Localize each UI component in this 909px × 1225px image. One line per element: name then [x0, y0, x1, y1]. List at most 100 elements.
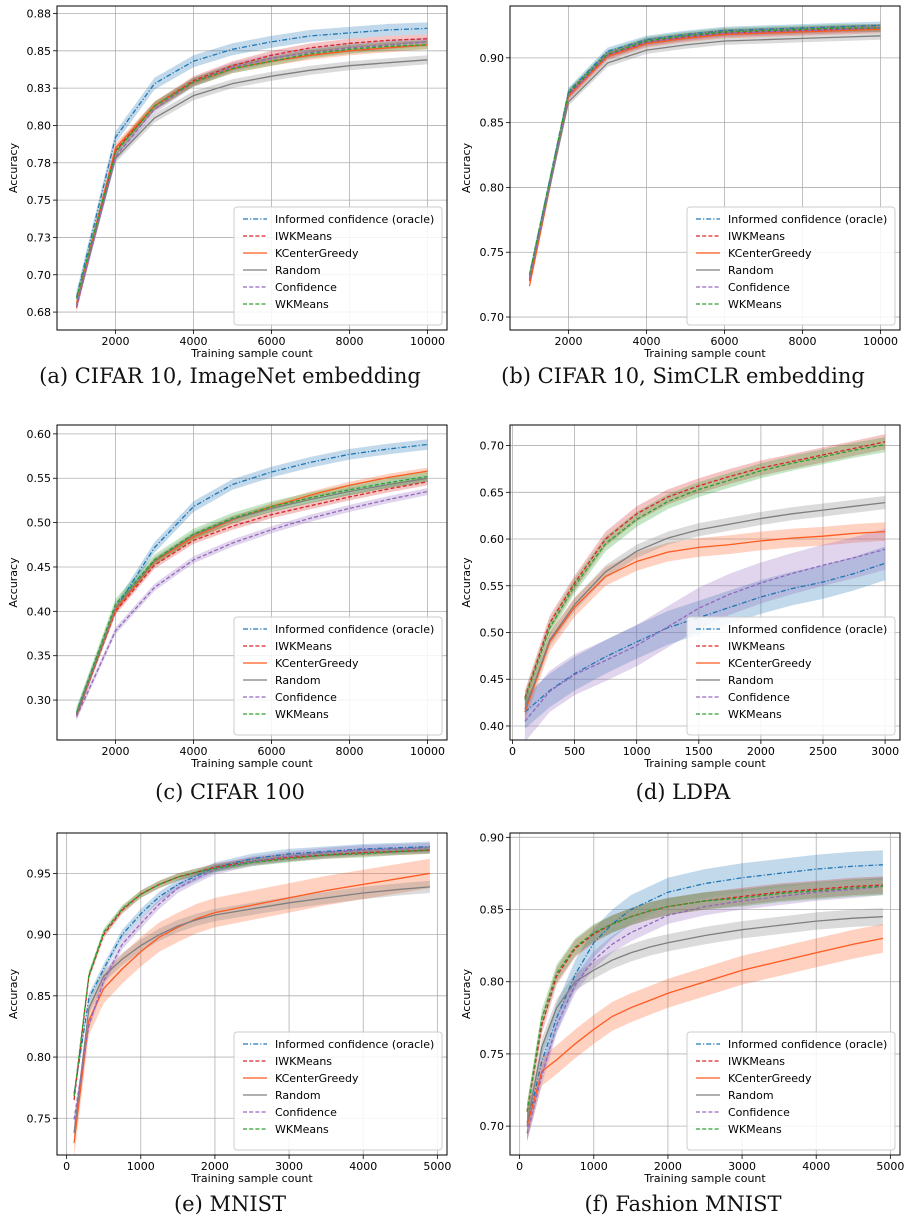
y-tick-label: 0.60: [27, 428, 52, 441]
y-tick-label: 0.73: [27, 231, 52, 244]
series-line: [73, 872, 431, 1143]
series-line: [75, 44, 428, 299]
y-tick-label: 0.90: [480, 52, 505, 65]
axes-frame: [509, 832, 901, 1156]
chart-panel-5: 0 1000 2000 3000 4000 5000 0.75 0.80 0.85 0.90 0.9…: [7, 832, 451, 1185]
series-band: [524, 528, 886, 740]
legend-label: KCenterGreedy: [275, 247, 359, 260]
series-line: [528, 35, 881, 279]
legend-label: Random: [728, 1089, 774, 1102]
legend-label: Random: [728, 264, 774, 277]
x-tick-label: 2000: [747, 745, 775, 758]
series-line: [524, 443, 886, 701]
series-line: [73, 845, 430, 1094]
legend-label: WKMeans: [728, 1123, 782, 1136]
series-line: [524, 441, 886, 699]
series-line: [524, 530, 886, 713]
series-line: [526, 885, 883, 1112]
legend-label: Confidence: [275, 281, 337, 294]
y-tick-label: 0.68: [27, 306, 52, 319]
legend-label: Confidence: [275, 691, 337, 704]
legend-label: Confidence: [728, 281, 790, 294]
y-tick-label: 0.88: [27, 7, 52, 20]
legend-label: Random: [275, 674, 321, 687]
y-tick-label: 0.80: [480, 181, 505, 194]
panel-caption: (e) MNIST: [173, 1192, 287, 1216]
series-line: [75, 27, 428, 298]
legend-label: KCenterGreedy: [728, 657, 812, 670]
y-tick-label: 0.75: [480, 1048, 505, 1061]
legend-label: WKMeans: [275, 298, 329, 311]
legend-label: Informed confidence (oracle): [728, 213, 887, 226]
x-tick-label: 2000: [555, 335, 583, 348]
series-band: [76, 488, 428, 721]
legend-box: [233, 206, 443, 326]
series-line: [75, 38, 428, 308]
legend: Informed confidence (oracle) IWKMeans KCen…: [233, 616, 443, 736]
x-axis-label: Training sample count: [190, 347, 313, 360]
series-line: [75, 477, 428, 715]
legend-label: Informed confidence (oracle): [275, 623, 434, 636]
x-axis-label: Training sample count: [643, 347, 766, 360]
y-tick-label: 0.65: [480, 486, 505, 499]
axes-frame: [509, 424, 901, 741]
legend-label: IWKMeans: [728, 640, 785, 653]
y-tick-label: 0.60: [480, 533, 505, 546]
legend-label: Random: [275, 264, 321, 277]
legend-label: IWKMeans: [275, 640, 332, 653]
x-tick-label: 5000: [876, 1160, 904, 1173]
y-axis-label: Accuracy: [460, 142, 473, 193]
x-tick-label: 2000: [201, 1160, 229, 1173]
y-tick-label: 0.78: [27, 157, 52, 170]
x-tick-label: 1000: [127, 1160, 155, 1173]
y-tick-label: 0.40: [480, 720, 505, 733]
y-tick-label: 0.55: [480, 580, 505, 593]
legend-label: KCenterGreedy: [275, 1072, 359, 1085]
series-line: [75, 443, 428, 714]
y-tick-label: 0.85: [27, 990, 52, 1003]
x-tick-label: 6000: [258, 335, 286, 348]
y-tick-label: 0.45: [480, 673, 505, 686]
x-tick-label: 6000: [711, 335, 739, 348]
legend-label: Random: [275, 1089, 321, 1102]
legend-box: [686, 206, 896, 326]
legend-box: [233, 1031, 443, 1151]
y-axis-label: Accuracy: [460, 557, 473, 608]
legend-label: Informed confidence (oracle): [275, 213, 434, 226]
x-tick-label: 10000: [410, 335, 445, 348]
y-tick-label: 0.80: [480, 976, 505, 989]
series-line: [73, 847, 430, 1120]
x-tick-label: 1000: [580, 1160, 608, 1173]
series-line: [526, 937, 884, 1127]
legend-label: WKMeans: [275, 1123, 329, 1136]
x-tick-label: 5000: [423, 1160, 451, 1173]
x-tick-label: 4000: [180, 335, 208, 348]
chart-panel-6: 0 1000 2000 3000 4000 5000 0.70 0.75 0.80 0.85 0.9…: [460, 831, 904, 1185]
y-tick-label: 0.85: [480, 904, 505, 917]
x-tick-label: 6000: [258, 745, 286, 758]
x-tick-label: 10000: [863, 335, 898, 348]
legend-box: [686, 616, 896, 736]
legend-label: WKMeans: [728, 708, 782, 721]
legend: Informed confidence (oracle) IWKMeans KCen…: [233, 206, 443, 326]
legend: Informed confidence (oracle) IWKMeans KCen…: [686, 206, 896, 326]
y-tick-label: 0.80: [27, 119, 52, 132]
axes-frame: [56, 832, 448, 1156]
axes-frame: [56, 5, 448, 331]
y-tick-label: 0.83: [27, 82, 52, 95]
legend-label: WKMeans: [275, 708, 329, 721]
y-tick-label: 0.45: [27, 561, 52, 574]
series-line: [75, 41, 428, 307]
series-line: [75, 481, 428, 716]
y-axis-label: Accuracy: [7, 968, 20, 1019]
panel-caption: (a) CIFAR 10, ImageNet embedding: [39, 364, 421, 388]
x-tick-label: 4000: [802, 1160, 830, 1173]
series-band: [524, 437, 886, 708]
x-tick-label: 4000: [349, 1160, 377, 1173]
axes-frame: [509, 5, 901, 331]
legend-label: KCenterGreedy: [728, 247, 812, 260]
legend-label: IWKMeans: [728, 1055, 785, 1068]
series-line: [528, 28, 881, 287]
series-line: [528, 27, 881, 275]
